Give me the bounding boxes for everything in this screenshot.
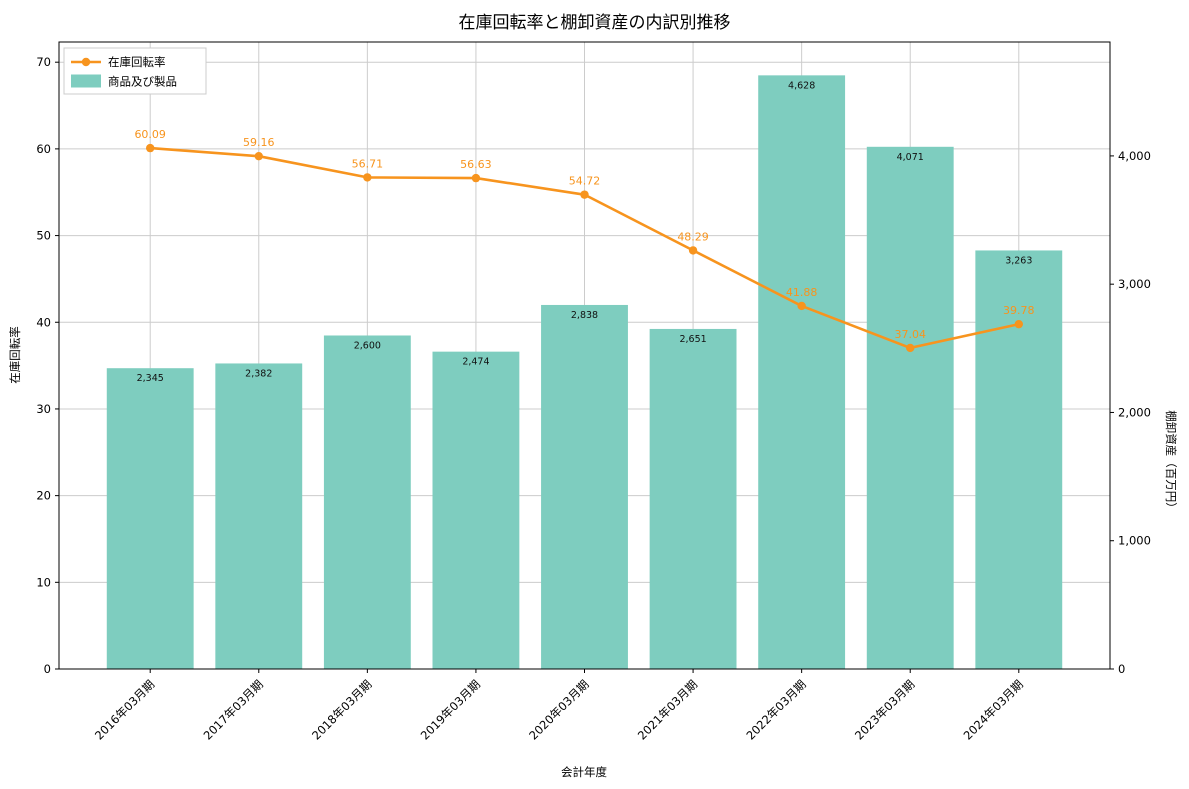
legend-label-bar: 商品及び製品 xyxy=(108,75,177,89)
line-point xyxy=(146,143,155,153)
bar xyxy=(541,304,628,669)
svg-text:2020年03月期: 2020年03月期 xyxy=(526,677,591,742)
axis-ticks xyxy=(55,61,1114,673)
line-point xyxy=(797,301,806,311)
svg-text:2018年03月期: 2018年03月期 xyxy=(309,677,374,742)
bar xyxy=(215,363,303,669)
bar-value-labels: 2,345 2,382 2,600 2,474 2,838 2,651 4,628 4,071… xyxy=(137,80,1033,384)
svg-text:41.88: 41.88 xyxy=(786,286,818,299)
bars xyxy=(106,75,1063,669)
svg-text:2017年03月期: 2017年03月期 xyxy=(201,677,266,742)
bar xyxy=(432,351,520,669)
svg-text:0: 0 xyxy=(1118,662,1125,676)
svg-text:2021年03月期: 2021年03月期 xyxy=(635,677,700,742)
svg-text:56.71: 56.71 xyxy=(352,157,384,170)
svg-text:48.29: 48.29 xyxy=(677,230,709,243)
svg-text:70: 70 xyxy=(36,55,51,69)
svg-text:2,838: 2,838 xyxy=(571,310,598,321)
svg-text:4,000: 4,000 xyxy=(1118,149,1151,163)
svg-text:60: 60 xyxy=(36,142,51,156)
svg-text:4,071: 4,071 xyxy=(897,152,924,163)
svg-text:3,263: 3,263 xyxy=(1005,255,1032,266)
svg-text:2023年03月期: 2023年03月期 xyxy=(852,677,917,742)
line-point xyxy=(363,173,372,182)
svg-text:2,345: 2,345 xyxy=(137,373,164,384)
svg-text:2024年03月期: 2024年03月期 xyxy=(961,677,1026,742)
svg-text:2,651: 2,651 xyxy=(679,334,706,345)
bar xyxy=(106,368,194,669)
line-point xyxy=(580,190,589,199)
svg-text:50: 50 xyxy=(36,229,51,243)
line-value-labels: 60.09 59.16 56.71 56.63 54.72 48.29 41.88 37.04… xyxy=(134,128,1034,341)
svg-text:10: 10 xyxy=(36,575,51,589)
svg-text:0: 0 xyxy=(44,662,51,676)
svg-text:59.16: 59.16 xyxy=(243,136,275,149)
line-point xyxy=(471,173,481,183)
svg-text:2022年03月期: 2022年03月期 xyxy=(743,677,808,742)
svg-text:2016年03月期: 2016年03月期 xyxy=(92,677,157,742)
legend-swatch-icon xyxy=(71,74,101,88)
line-point xyxy=(254,151,263,161)
line-points xyxy=(146,143,1023,353)
svg-text:3,000: 3,000 xyxy=(1118,277,1151,291)
svg-text:20: 20 xyxy=(36,489,51,503)
svg-text:56.63: 56.63 xyxy=(460,158,492,171)
bar xyxy=(323,335,411,669)
svg-text:2,474: 2,474 xyxy=(462,357,489,368)
line-point xyxy=(688,246,698,255)
svg-text:37.04: 37.04 xyxy=(894,328,926,341)
svg-text:4,628: 4,628 xyxy=(788,80,815,91)
svg-text:2,000: 2,000 xyxy=(1118,405,1151,419)
svg-text:2019年03月期: 2019年03月期 xyxy=(418,677,483,742)
svg-text:40: 40 xyxy=(36,315,51,329)
bar xyxy=(649,328,737,669)
svg-text:60.09: 60.09 xyxy=(134,128,166,141)
svg-text:30: 30 xyxy=(36,402,51,416)
legend-marker-icon xyxy=(81,57,91,67)
svg-text:39.78: 39.78 xyxy=(1003,304,1035,317)
bar xyxy=(758,75,846,669)
chart-title: 在庫回転率と棚卸資産の内訳別推移 xyxy=(458,13,731,33)
x-axis-label: 会計年度 xyxy=(561,765,607,779)
line-point xyxy=(1014,319,1023,329)
bar xyxy=(866,146,954,669)
svg-text:1,000: 1,000 xyxy=(1118,534,1151,548)
svg-text:2,600: 2,600 xyxy=(354,340,381,351)
line-point xyxy=(906,343,915,353)
svg-text:2,382: 2,382 xyxy=(245,368,272,379)
svg-text:54.72: 54.72 xyxy=(569,175,601,188)
legend-label-line: 在庫回転率 xyxy=(108,55,166,69)
